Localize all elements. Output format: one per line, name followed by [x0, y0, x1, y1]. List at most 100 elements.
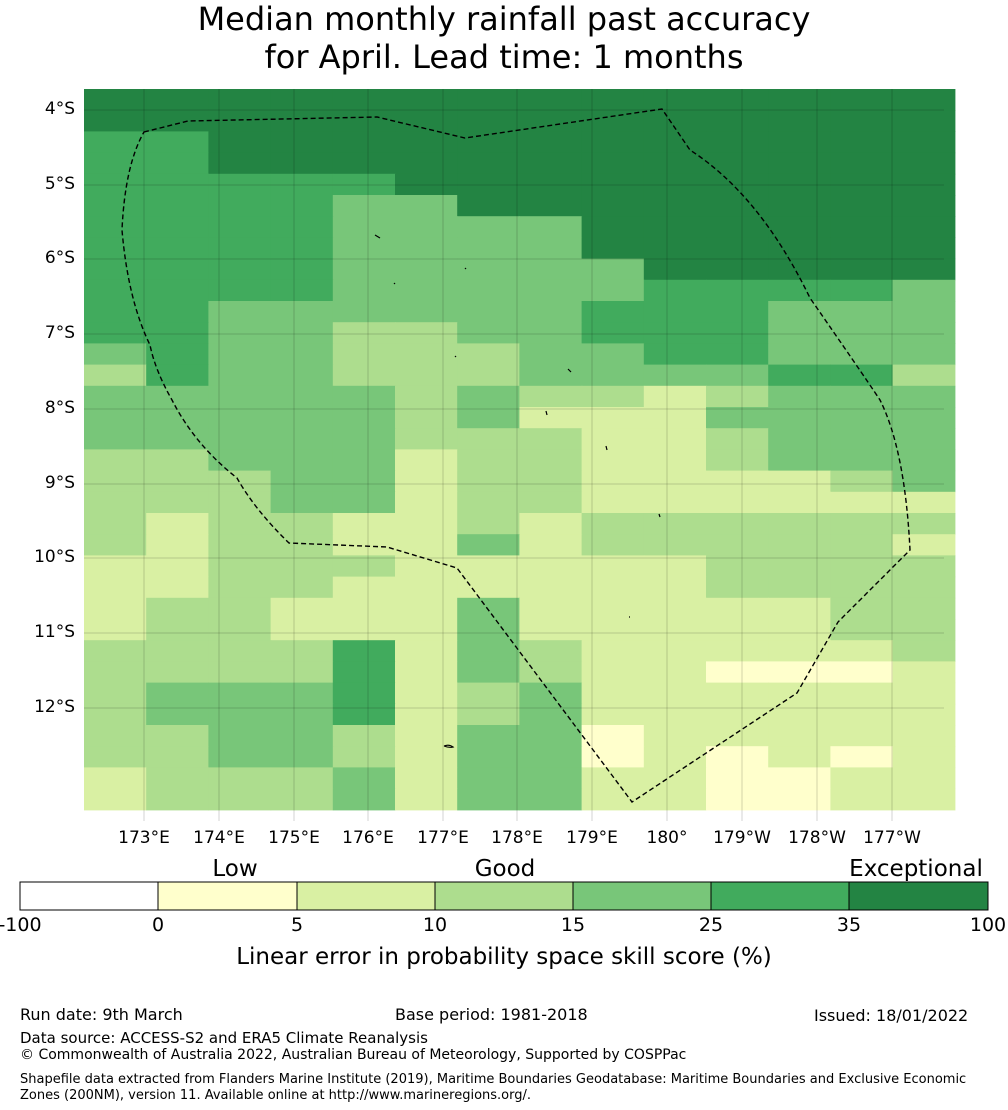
- grid-cell: [457, 619, 520, 641]
- grid-cell: [457, 725, 520, 747]
- longitude-label: 176°E: [342, 828, 394, 848]
- grid-cell: [146, 322, 209, 344]
- grid-cell: [519, 322, 583, 344]
- graticule: [84, 89, 944, 821]
- grid-cell: [581, 725, 645, 747]
- grid-cell: [768, 534, 831, 556]
- grid-cell: [270, 513, 334, 535]
- grid-cell: [706, 428, 769, 450]
- grid-cell: [581, 258, 645, 281]
- grid-cell: [146, 534, 209, 556]
- grid-cell: [643, 703, 707, 726]
- grid-cell: [84, 661, 147, 684]
- grid-cell: [270, 364, 334, 387]
- grid-cell: [768, 343, 831, 366]
- grid-cell: [270, 428, 334, 450]
- grid-cell: [706, 555, 769, 578]
- grid-cell: [830, 576, 894, 599]
- island: [393, 282, 396, 285]
- grid-cell: [768, 279, 831, 302]
- grid-cell: [395, 491, 458, 514]
- grid-cell: [581, 343, 645, 366]
- grid-cell: [84, 534, 147, 556]
- grid-cell: [395, 407, 458, 429]
- grid-cell: [457, 513, 520, 535]
- grid-cell: [332, 534, 396, 556]
- grid-cell: [643, 640, 707, 662]
- issued-date: Issued: 18/01/2022: [814, 1006, 969, 1025]
- grid-cell: [208, 746, 272, 768]
- grid-cell: [332, 237, 396, 260]
- grid-cell: [643, 619, 707, 641]
- grid-cell: [332, 407, 396, 429]
- grid-cell: [84, 216, 147, 238]
- grid-cell: [270, 534, 334, 556]
- grid-cell: [706, 513, 769, 535]
- grid-cell: [84, 619, 147, 641]
- grid-cell: [84, 767, 147, 790]
- grid-cell: [706, 110, 769, 132]
- grid-cell: [581, 470, 645, 493]
- grid-cell: [146, 237, 209, 260]
- skill-score-map: [84, 89, 956, 821]
- colorbar-segment: [710, 881, 850, 911]
- colorbar-segment: [19, 881, 159, 911]
- grid-cell: [395, 152, 458, 175]
- grid-cell: [581, 89, 645, 111]
- grid-cell: [581, 407, 645, 429]
- grid-cell: [395, 619, 458, 641]
- grid-cell: [643, 279, 707, 302]
- grid-cell: [457, 89, 520, 111]
- grid-cell: [84, 725, 147, 747]
- island: [374, 234, 381, 239]
- grid-cell: [457, 279, 520, 302]
- grid-cell: [643, 407, 707, 429]
- grid-cell: [643, 152, 707, 175]
- grid-cell: [643, 89, 707, 111]
- grid-cell: [643, 491, 707, 514]
- legend-category-low: Low: [212, 856, 258, 882]
- grid-cell: [643, 682, 707, 705]
- grid-cell: [146, 576, 209, 599]
- grid-cell: [270, 279, 334, 302]
- grid-cell: [84, 576, 147, 599]
- island: [443, 744, 455, 748]
- colorbar-tick-label: 35: [836, 914, 862, 936]
- grid-cell: [208, 576, 272, 599]
- grid-cell: [208, 640, 272, 662]
- grid-cell: [643, 428, 707, 450]
- grid-cell: [581, 173, 645, 196]
- grid-cell: [830, 407, 894, 429]
- grid-cell: [146, 470, 209, 493]
- grid-cell: [892, 110, 956, 132]
- grid-cell: [830, 661, 894, 684]
- grid-cell: [581, 619, 645, 641]
- grid-cell: [706, 470, 769, 493]
- grid-cell: [457, 343, 520, 366]
- grid-cell: [146, 703, 209, 726]
- grid-cell: [519, 216, 583, 238]
- grid-cell: [768, 216, 831, 238]
- grid-cell: [270, 385, 334, 408]
- grid-cell: [84, 788, 147, 811]
- grid-cell: [457, 322, 520, 344]
- grid-cell: [519, 258, 583, 281]
- grid-cell: [270, 322, 334, 344]
- grid-cell: [706, 258, 769, 281]
- grid-cell: [581, 364, 645, 387]
- grid-cell: [457, 746, 520, 768]
- grid-cell: [332, 173, 396, 196]
- grid-cell: [395, 343, 458, 366]
- island: [658, 513, 661, 518]
- colorbar: [19, 881, 989, 911]
- grid-cell: [519, 576, 583, 599]
- grid-cell: [84, 89, 147, 111]
- grid-cell: [519, 788, 583, 811]
- grid-cell: [457, 703, 520, 726]
- grid-cell: [332, 364, 396, 387]
- grid-cell: [519, 89, 583, 111]
- colorbar-segment: [434, 881, 574, 911]
- grid-cell: [270, 619, 334, 641]
- grid-cell: [270, 152, 334, 175]
- grid-cell: [519, 470, 583, 493]
